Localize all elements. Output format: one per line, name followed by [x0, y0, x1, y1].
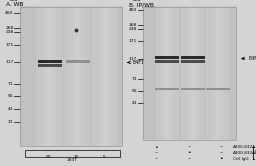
Bar [25, 150, 120, 157]
Bar [66, 60, 90, 63]
Text: 400: 400 [5, 11, 14, 15]
Bar [181, 88, 205, 90]
Text: –: – [188, 156, 191, 161]
Bar [38, 64, 62, 67]
Text: 15: 15 [73, 155, 79, 159]
Text: 31: 31 [8, 120, 14, 124]
Text: 55: 55 [8, 94, 14, 98]
Bar [206, 88, 230, 90]
Text: IP: IP [254, 150, 256, 155]
Bar [38, 60, 62, 63]
Text: E4F1: E4F1 [248, 56, 256, 61]
Text: 238: 238 [129, 27, 137, 31]
Bar [143, 6, 236, 140]
Text: •: • [154, 145, 158, 150]
Text: A300-832A-3: A300-832A-3 [233, 151, 256, 155]
Bar [19, 6, 122, 146]
Text: 50: 50 [46, 155, 51, 159]
Text: 117: 117 [129, 57, 137, 61]
Bar [181, 56, 205, 59]
Text: A300-832A-2: A300-832A-2 [233, 145, 256, 149]
Text: 55: 55 [131, 89, 137, 93]
Text: 171: 171 [129, 40, 137, 43]
Text: 41: 41 [8, 107, 14, 111]
Text: B. IP/WB: B. IP/WB [129, 2, 154, 7]
Bar [181, 60, 205, 63]
Text: –: – [220, 150, 223, 155]
Bar [155, 60, 179, 63]
Text: –: – [188, 145, 191, 150]
Text: 293T: 293T [67, 158, 78, 162]
Text: 268: 268 [129, 23, 137, 27]
Text: 460: 460 [129, 8, 137, 12]
Text: •: • [188, 150, 191, 155]
Text: 238: 238 [5, 30, 14, 34]
Text: Ctrl IgG: Ctrl IgG [233, 157, 249, 161]
Text: A. WB: A. WB [6, 2, 24, 7]
Bar [155, 88, 179, 90]
Text: –: – [155, 150, 158, 155]
Text: kDa: kDa [9, 0, 18, 2]
Text: 71: 71 [8, 82, 14, 86]
Text: •: • [220, 156, 223, 161]
Text: 5: 5 [102, 155, 105, 159]
Text: –: – [220, 145, 223, 150]
Text: 117: 117 [5, 60, 14, 64]
Text: kDa: kDa [133, 0, 141, 2]
Bar [155, 56, 179, 59]
Text: E4F1: E4F1 [133, 60, 145, 65]
Text: 71: 71 [132, 77, 137, 81]
Text: 171: 171 [5, 43, 14, 47]
Text: 268: 268 [5, 26, 14, 30]
Text: –: – [155, 156, 158, 161]
Text: 41: 41 [132, 101, 137, 105]
